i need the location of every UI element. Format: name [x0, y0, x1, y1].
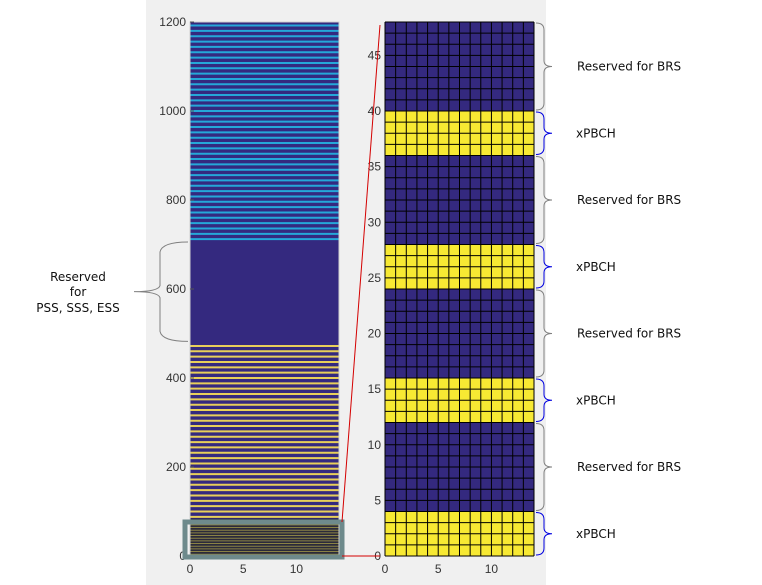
right-ytick-label: 15 [368, 382, 382, 396]
brs-brace [535, 289, 553, 378]
left-ytick-label: 600 [166, 282, 186, 296]
pss-brace [133, 241, 189, 342]
right-xtick-label: 5 [435, 562, 442, 576]
xpbch-label: xPBCH [576, 393, 616, 407]
right-ytick-label: 10 [368, 438, 382, 452]
right-xtick-label: 0 [382, 562, 389, 576]
left-ytick-label: 400 [166, 371, 186, 385]
zoom-box [182, 519, 345, 560]
brs-label: Reserved for BRS [577, 460, 681, 474]
right-ytick-label: 20 [368, 327, 382, 341]
left-plot-area [190, 22, 339, 556]
left-ytick-label: 1000 [159, 104, 186, 118]
left-xtick-label: 10 [290, 562, 304, 576]
right-ytick-label: 25 [368, 271, 382, 285]
left-ytick-label: 200 [166, 460, 186, 474]
right-ytick-label: 35 [368, 160, 382, 174]
xpbch-label: xPBCH [576, 527, 616, 541]
left-ytick-label: 800 [166, 193, 186, 207]
right-ytick-label: 40 [368, 104, 382, 118]
brs-label: Reserved for BRS [577, 193, 681, 207]
zoom-connectors [341, 24, 381, 557]
left-xtick-label: 0 [187, 562, 194, 576]
left-ytick-label: 1200 [159, 15, 186, 29]
brs-label: Reserved for BRS [577, 60, 681, 74]
brs-brace [535, 22, 553, 111]
brs-label: Reserved for BRS [577, 327, 681, 341]
annotations: Reserved for PSS, SSS, ESS xPBCH Reserved… [36, 22, 681, 556]
pss-annotation-line3: PSS, SSS, ESS [36, 301, 119, 315]
pss-annotation-line2: for [70, 285, 87, 299]
xpbch-brace [535, 111, 553, 155]
brs-brace [535, 423, 553, 511]
right-ytick-label: 30 [368, 215, 382, 229]
left-xtick-label: 5 [240, 562, 247, 576]
pss-annotation-line1: Reserved [50, 270, 106, 284]
right-xtick-label: 10 [485, 562, 499, 576]
zoom-line-top [341, 24, 381, 523]
right-ytick-label: 45 [368, 48, 382, 62]
xpbch-label: xPBCH [576, 260, 616, 274]
brs-brace [535, 156, 553, 244]
xpbch-brace [535, 245, 553, 289]
right-ytick-label: 5 [374, 493, 381, 507]
xpbch-brace [535, 378, 553, 422]
xpbch-label: xPBCH [576, 126, 616, 140]
xpbch-brace [535, 512, 553, 556]
